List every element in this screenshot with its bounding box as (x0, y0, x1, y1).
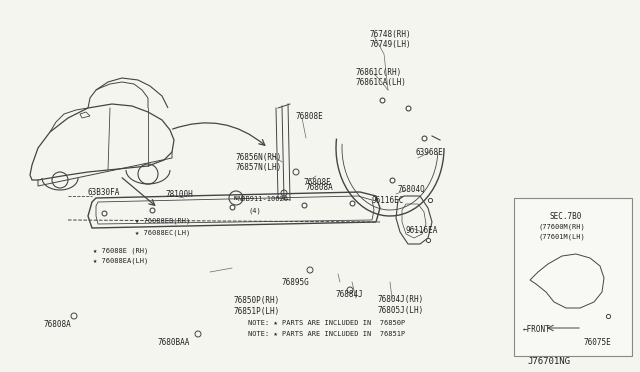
Text: 96116EA: 96116EA (405, 226, 437, 235)
Text: 76804J(RH): 76804J(RH) (378, 295, 424, 304)
Text: 76808A: 76808A (43, 320, 71, 329)
FancyBboxPatch shape (514, 198, 632, 356)
Text: N: N (234, 196, 238, 201)
Text: 76895G: 76895G (282, 278, 310, 287)
Text: 76861CA(LH): 76861CA(LH) (356, 78, 407, 87)
Text: 63968E: 63968E (415, 148, 443, 157)
Text: 76856N(RH): 76856N(RH) (236, 153, 282, 162)
Text: (4): (4) (248, 207, 260, 214)
Text: NOTE: ★ PARTS ARE INCLUDED IN  76850P: NOTE: ★ PARTS ARE INCLUDED IN 76850P (248, 320, 405, 326)
Text: 76805J(LH): 76805J(LH) (378, 306, 424, 315)
Text: 63B30FA: 63B30FA (87, 188, 120, 197)
Text: 76075E: 76075E (583, 338, 611, 347)
Text: 78100H: 78100H (165, 190, 193, 199)
Text: 76808A: 76808A (306, 183, 333, 192)
Text: (77601M(LH): (77601M(LH) (539, 233, 586, 240)
Text: 76748(RH): 76748(RH) (370, 30, 412, 39)
Text: 76808E: 76808E (296, 112, 324, 121)
Text: SEC.7B0: SEC.7B0 (549, 212, 581, 221)
Text: ★ 76088EA(LH): ★ 76088EA(LH) (93, 258, 148, 264)
Text: 76884J: 76884J (335, 290, 363, 299)
Text: 76851P(LH): 76851P(LH) (234, 307, 280, 316)
Text: ←FRONT: ←FRONT (523, 325, 551, 334)
Text: 76861C(RH): 76861C(RH) (356, 68, 403, 77)
Text: 96116EC: 96116EC (372, 196, 404, 205)
Text: J76701NG: J76701NG (527, 357, 570, 366)
Text: 76850P(RH): 76850P(RH) (234, 296, 280, 305)
Text: 76857N(LH): 76857N(LH) (236, 163, 282, 172)
Text: 7680BAA: 7680BAA (157, 338, 189, 347)
Text: (77600M(RH): (77600M(RH) (539, 223, 586, 230)
Text: N0B911-10626: N0B911-10626 (237, 196, 288, 202)
Text: ★ 76088EC(LH): ★ 76088EC(LH) (135, 229, 190, 235)
Text: NOTE: ★ PARTS ARE INCLUDED IN  76851P: NOTE: ★ PARTS ARE INCLUDED IN 76851P (248, 331, 405, 337)
Text: ★ 76088E (RH): ★ 76088E (RH) (93, 247, 148, 253)
Text: ★ 76088EB(RH): ★ 76088EB(RH) (135, 218, 190, 224)
Text: 76808E: 76808E (303, 178, 331, 187)
Text: 76804Q: 76804Q (397, 185, 425, 194)
Text: 76749(LH): 76749(LH) (370, 40, 412, 49)
